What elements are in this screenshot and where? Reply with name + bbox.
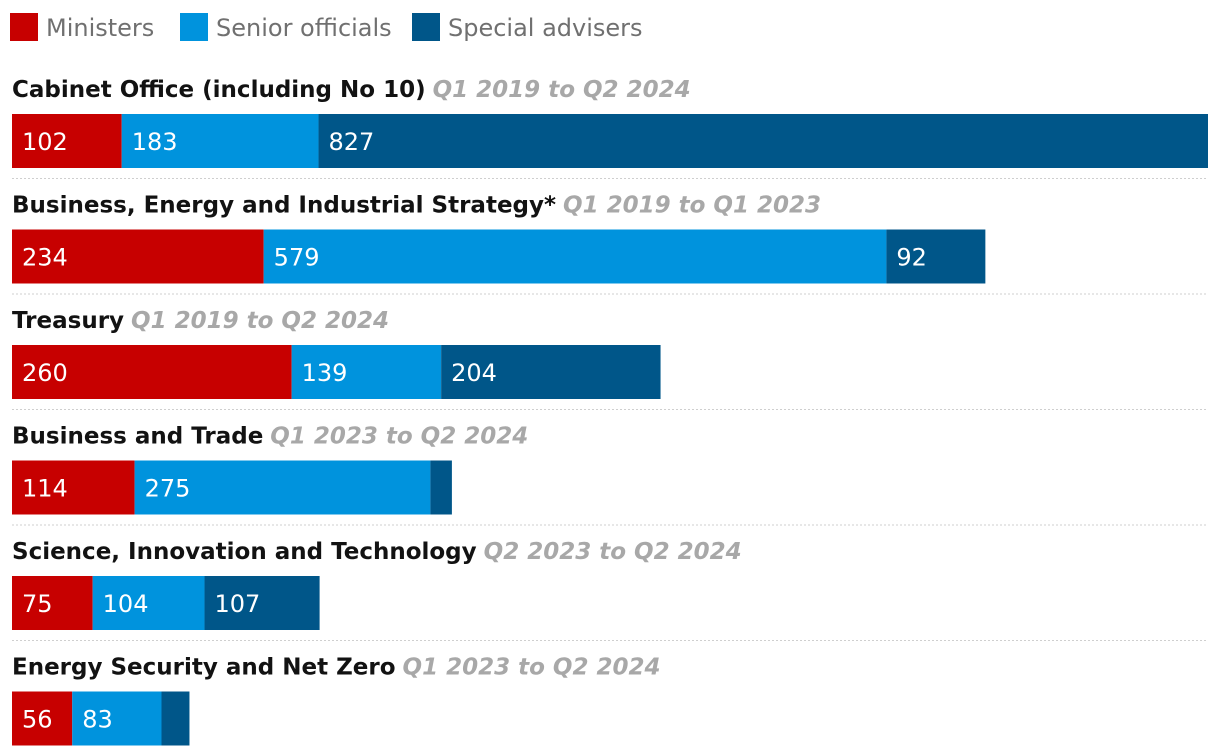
data-label: 56	[22, 706, 53, 734]
data-label: 204	[451, 359, 497, 387]
bar-segment	[204, 576, 320, 630]
department-title: Cabinet Office (including No 10) Q1 2019 …	[12, 77, 691, 103]
data-label: 107	[215, 590, 261, 618]
bar-segment	[263, 229, 887, 284]
data-label: 102	[22, 128, 68, 156]
legend-item: Senior officials	[180, 13, 392, 42]
data-label: 183	[132, 128, 178, 156]
department-period: Q1 2023 to Q2 2024	[403, 655, 661, 681]
department-group: Business and Trade Q1 2023 to Q2 2024 114 2…	[12, 424, 1208, 526]
department-title: Treasury Q1 2019 to Q2 2024	[12, 308, 389, 334]
bar-segment	[441, 345, 661, 399]
legend-item: Special advisers	[412, 13, 643, 42]
data-label: 114	[22, 475, 68, 503]
bar-segment	[12, 576, 93, 630]
bar-segment	[92, 576, 205, 630]
department-groups: Cabinet Office (including No 10) Q1 2019 …	[12, 77, 1208, 746]
data-label: 275	[145, 475, 191, 503]
department-name: Science, Innovation and Technology	[12, 539, 477, 565]
bar-segment	[12, 114, 122, 168]
bar-segment	[430, 460, 452, 515]
bar-segment	[134, 460, 431, 515]
data-label: 83	[82, 706, 113, 734]
legend-swatch	[10, 13, 38, 41]
department-period: Q2 2023 to Q2 2024	[484, 539, 742, 565]
department-name: Cabinet Office (including No 10)	[12, 77, 426, 103]
bar-segment	[12, 691, 73, 746]
data-label: 234	[22, 244, 68, 272]
department-name: Business and Trade	[12, 424, 263, 450]
department-title: Business, Energy and Industrial Strategy…	[12, 193, 821, 219]
department-name: Business, Energy and Industrial Strategy…	[12, 193, 556, 219]
data-label: 104	[103, 590, 149, 618]
bar-segment	[72, 691, 162, 746]
bar-segment	[12, 229, 264, 284]
bar-segment	[12, 460, 135, 515]
bar-segment	[12, 345, 292, 399]
bar-segment	[291, 345, 442, 399]
legend-swatch	[180, 13, 208, 41]
department-group: Treasury Q1 2019 to Q2 2024 260 139 204	[12, 308, 1208, 410]
department-group: Cabinet Office (including No 10) Q1 2019 …	[12, 77, 1208, 179]
legend-swatch	[412, 13, 440, 41]
bar-segment	[121, 114, 319, 168]
legend-label: Ministers	[46, 14, 154, 42]
data-label: 75	[22, 590, 53, 618]
department-period: Q1 2019 to Q1 2023	[563, 193, 821, 219]
bar-segment	[886, 229, 986, 284]
department-name: Treasury	[12, 308, 124, 334]
data-label: 827	[329, 128, 375, 156]
department-group: Energy Security and Net Zero Q1 2023 to Q…	[12, 655, 661, 746]
legend-label: Senior officials	[216, 14, 392, 42]
department-period: Q1 2019 to Q2 2024	[433, 77, 691, 103]
department-group: Science, Innovation and Technology Q2 202…	[12, 539, 1208, 641]
bar-segment	[318, 114, 1208, 168]
legend-label: Special advisers	[448, 14, 643, 42]
department-title: Business and Trade Q1 2023 to Q2 2024	[12, 424, 528, 450]
department-period: Q1 2019 to Q2 2024	[131, 308, 389, 334]
legend-item: Ministers	[10, 13, 154, 42]
data-label: 92	[896, 244, 927, 272]
department-period: Q1 2023 to Q2 2024	[270, 424, 528, 450]
bar-segment	[161, 691, 190, 746]
department-title: Energy Security and Net Zero Q1 2023 to Q…	[12, 655, 661, 681]
department-title: Science, Innovation and Technology Q2 202…	[12, 539, 742, 565]
department-name: Energy Security and Net Zero	[12, 655, 396, 681]
data-label: 139	[302, 359, 348, 387]
legend: Ministers Senior officials Special adviser…	[10, 13, 643, 42]
department-group: Business, Energy and Industrial Strategy…	[12, 193, 1208, 295]
data-label: 579	[274, 244, 320, 272]
data-label: 260	[22, 359, 68, 387]
